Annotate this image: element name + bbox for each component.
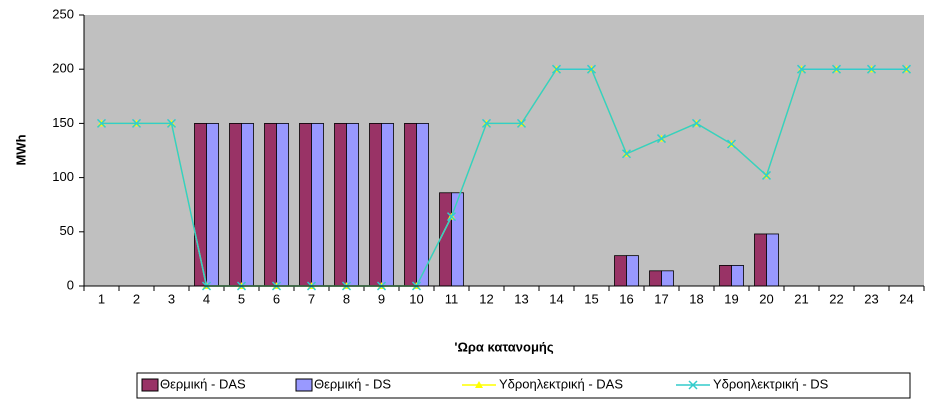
x-tick-label: 10	[409, 291, 423, 306]
line-marker	[586, 64, 597, 74]
legend-label: Υδροηλεκτρική - DAS	[499, 376, 623, 391]
legend-marker	[475, 381, 483, 388]
x-axis-title: 'Ωρα κατανομής	[454, 339, 553, 354]
bar	[264, 123, 277, 287]
x-tick-label: 9	[378, 291, 385, 306]
x-tick-label: 18	[689, 291, 703, 306]
bar	[241, 123, 254, 287]
line-marker	[481, 118, 492, 128]
bar	[661, 270, 674, 287]
x-tick-label: 3	[168, 291, 175, 306]
y-tick-label: 250	[52, 6, 74, 21]
x-tick-label: 20	[759, 291, 773, 306]
bar	[369, 123, 382, 287]
x-tick-label: 8	[343, 291, 350, 306]
bar	[346, 123, 359, 287]
x-tick-label: 1	[98, 291, 105, 306]
legend-marker	[688, 380, 698, 390]
y-tick-label: 150	[52, 115, 74, 130]
bar	[206, 123, 219, 287]
x-tick-label: 17	[654, 291, 668, 306]
y-tick-label: 200	[52, 61, 74, 76]
bar	[334, 123, 347, 287]
bar	[649, 270, 662, 287]
bar	[626, 255, 639, 287]
x-tick-label: 21	[794, 291, 808, 306]
x-tick-label: 13	[514, 291, 528, 306]
x-tick-label: 11	[445, 291, 459, 306]
x-tick-label: 16	[619, 291, 633, 306]
bar	[754, 233, 767, 287]
legend	[136, 372, 911, 399]
line-marker	[691, 118, 702, 128]
line-marker	[166, 118, 177, 128]
y-tick-label: 50	[60, 223, 74, 238]
x-tick-label: 23	[864, 291, 878, 306]
legend-swatch	[295, 378, 313, 392]
y-tick-label: 0	[67, 277, 74, 292]
line-marker	[831, 64, 842, 74]
bar	[719, 265, 732, 287]
line-marker	[446, 212, 457, 222]
legend-label: Θερμική - DAS	[160, 376, 246, 391]
y-axis-title: MWh	[13, 134, 28, 165]
x-tick-label: 19	[724, 291, 738, 306]
x-tick-label: 15	[584, 291, 598, 306]
line-marker	[621, 149, 632, 159]
plot-area	[84, 15, 924, 286]
x-tick-label: 22	[829, 291, 843, 306]
bar	[614, 255, 627, 287]
line-marker	[551, 64, 562, 74]
bar	[381, 123, 394, 287]
x-tick-label: 2	[133, 291, 140, 306]
line-marker	[726, 139, 737, 149]
bar	[404, 123, 417, 287]
bar	[766, 233, 779, 287]
bar	[439, 192, 452, 287]
line-marker	[656, 134, 667, 144]
y-tick-label: 100	[52, 169, 74, 184]
bar	[276, 123, 289, 287]
bar	[416, 123, 429, 287]
x-tick-label: 6	[273, 291, 280, 306]
x-tick-label: 24	[899, 291, 913, 306]
bar	[229, 123, 242, 287]
x-tick-label: 12	[479, 291, 493, 306]
line-marker	[866, 64, 877, 74]
x-tick-label: 4	[203, 291, 210, 306]
bar	[451, 192, 464, 287]
line-marker	[96, 118, 107, 128]
legend-label: Υδροηλεκτρική - DS	[713, 376, 829, 391]
line-marker	[901, 64, 912, 74]
line-marker	[761, 170, 772, 180]
line-marker	[516, 118, 527, 128]
x-tick-label: 5	[238, 291, 245, 306]
line-marker	[131, 118, 142, 128]
line-marker	[796, 64, 807, 74]
x-tick-label: 14	[549, 291, 563, 306]
x-tick-label: 7	[308, 291, 315, 306]
bar	[311, 123, 324, 287]
bar	[731, 265, 744, 287]
bar	[299, 123, 312, 287]
legend-swatch	[141, 378, 159, 392]
legend-label: Θερμική - DS	[314, 376, 391, 391]
